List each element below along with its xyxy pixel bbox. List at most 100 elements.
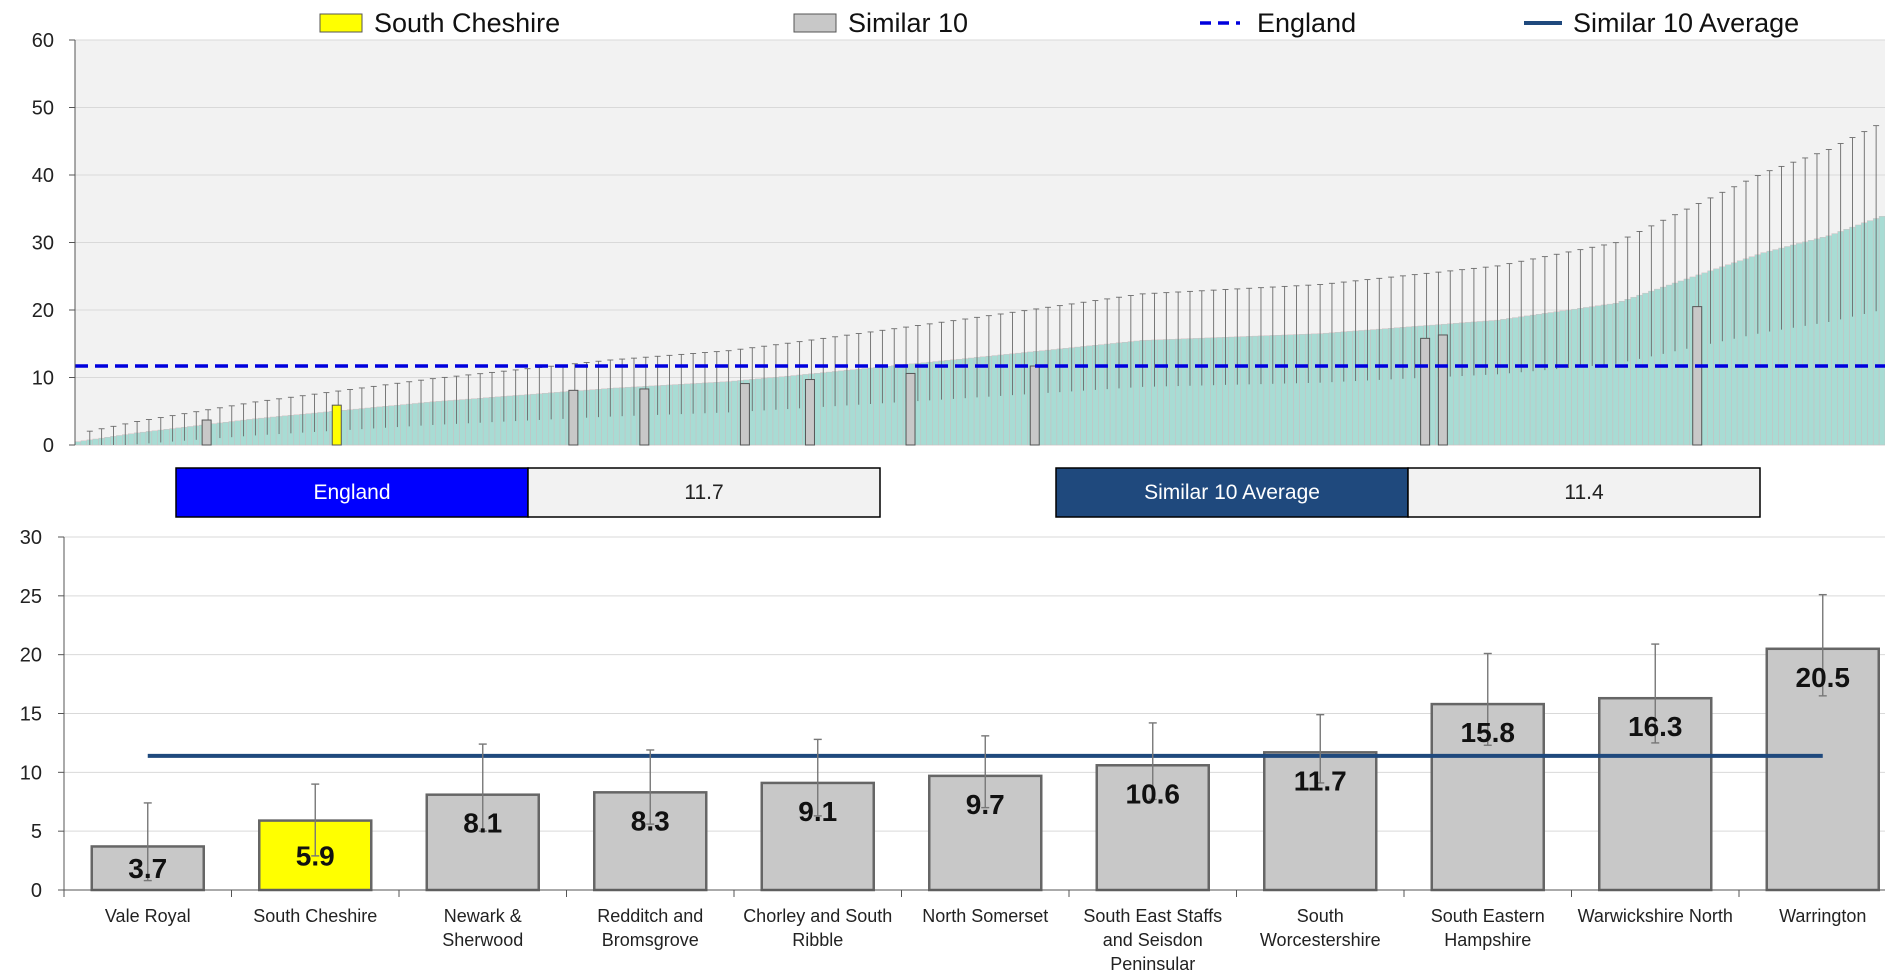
distribution-bar — [766, 377, 774, 446]
distribution-bar — [1169, 339, 1176, 446]
category-label-line: North Somerset — [922, 906, 1048, 926]
distribution-bar — [210, 423, 218, 446]
distribution-bar — [506, 395, 513, 446]
distribution-bar — [1346, 331, 1353, 446]
bottom-error-bars — [143, 593, 1827, 882]
england-box-value: 11.7 — [684, 481, 723, 504]
distribution-bar — [459, 399, 466, 446]
top-bar-vale-royal — [201, 419, 212, 446]
category-label-line: South East Staffs — [1083, 906, 1222, 926]
distribution-bar — [175, 427, 182, 446]
distribution-bar — [1358, 330, 1365, 446]
top-y-tick-label: 40 — [32, 165, 54, 187]
bottom-y-tick-label: 0 — [31, 880, 42, 902]
category-label-line: South Eastern — [1431, 906, 1545, 926]
legend: South Cheshire Similar 10 England Simila… — [319, 8, 1799, 38]
distribution-bar — [1334, 332, 1342, 446]
top-bar-south-eastern-hampshire — [1420, 337, 1431, 446]
value-label-south-east-staffs-and-seisdon-peninsular: 10.6 — [1126, 778, 1181, 809]
distribution-bar — [849, 369, 856, 446]
distribution-bar — [542, 393, 549, 446]
distribution-bar — [719, 381, 726, 446]
distribution-bar — [1299, 334, 1306, 446]
category-label-line: South Cheshire — [253, 906, 377, 926]
value-label-north-somerset: 9.7 — [966, 789, 1005, 820]
category-label-line: Hampshire — [1444, 930, 1531, 950]
distribution-bar — [1121, 341, 1129, 446]
england-box-label: England — [313, 481, 390, 504]
distribution-bar — [837, 370, 845, 446]
top-highlighted-bars — [201, 306, 1703, 446]
distribution-bar — [589, 389, 596, 446]
distribution-bar — [1180, 338, 1188, 446]
distribution-bar — [340, 410, 348, 446]
distribution-bar — [695, 383, 703, 446]
distribution-bar — [518, 394, 525, 446]
top-bar-south-east-staffs-and-seisdon-peninsular — [905, 372, 916, 446]
category-label-south-worcestershire: South Worcestershire — [1260, 906, 1381, 950]
legend-swatch-similar-10 — [793, 13, 837, 33]
distribution-bar — [447, 400, 454, 446]
distribution-bar — [74, 441, 82, 446]
distribution-bar — [1606, 303, 1614, 446]
bottom-y-tick-label: 20 — [20, 645, 42, 667]
top-bar-newark-sherwood — [568, 389, 579, 446]
top-bar-warwickshire-north — [1437, 334, 1448, 446]
distribution-bar — [660, 385, 667, 446]
distribution-bar — [826, 371, 833, 446]
distribution-bar — [92, 438, 99, 446]
distribution-bar — [1772, 249, 1779, 446]
top-y-tick-label: 50 — [32, 98, 54, 120]
category-label-chorley-and-south-ribble: Chorley and South Ribble — [743, 906, 892, 950]
top-y-axis: 0 10 20 30 40 50 60 — [32, 30, 76, 457]
distribution-bar — [187, 426, 194, 446]
similar-box-label: Similar 10 Average — [1144, 481, 1320, 504]
top-bar-redditch-and-bromsgrove — [639, 388, 650, 446]
distribution-bar — [234, 420, 241, 446]
bottom-y-axis: 0 5 10 15 20 25 30 — [20, 527, 1885, 902]
distribution-bar — [128, 433, 135, 446]
distribution-bar — [222, 422, 229, 446]
category-label-vale-royal: Vale Royal — [105, 906, 191, 926]
category-label-line: South — [1297, 906, 1344, 926]
top-bar-chorley-and-south-ribble — [739, 383, 750, 446]
top-bar-warrington — [1692, 306, 1703, 446]
distribution-bar — [1157, 339, 1164, 446]
top-bar-south-worcestershire — [1029, 365, 1040, 446]
distribution-bar — [1429, 324, 1436, 446]
legend-label-similar-10-average: Similar 10 Average — [1573, 8, 1799, 38]
distribution-bar — [1062, 348, 1069, 446]
distribution-bar — [613, 387, 620, 446]
bottom-y-tick-label: 25 — [20, 586, 42, 608]
distribution-bar — [624, 387, 632, 446]
distribution-bar — [1713, 268, 1720, 446]
distribution-bar — [1311, 333, 1318, 446]
category-label-south-east-staffs-and-seisdon-peninsular: South East Staffs and Seisdon Peninsular — [1083, 906, 1222, 974]
distribution-bar — [956, 358, 963, 446]
distribution-bar — [1382, 328, 1389, 446]
category-label-north-somerset: North Somerset — [922, 906, 1048, 926]
distribution-bar — [577, 390, 584, 446]
distribution-bar — [1098, 344, 1105, 446]
distribution-bar — [1109, 343, 1117, 446]
distribution-bar — [293, 414, 300, 446]
distribution-bar — [944, 360, 951, 446]
top-y-tick-label: 10 — [32, 368, 54, 390]
top-y-tick-label: 0 — [43, 435, 54, 457]
distribution-bar — [1843, 229, 1850, 446]
distribution-bar — [281, 415, 289, 446]
distribution-bar — [1512, 317, 1519, 446]
distribution-bar — [885, 366, 892, 446]
category-label-south-eastern-hampshire: South Eastern Hampshire — [1431, 906, 1545, 950]
distribution-bar — [755, 378, 762, 446]
category-label-warwickshire-north: Warwickshire North — [1578, 906, 1733, 926]
distribution-bar — [1736, 260, 1744, 446]
distribution-bar — [530, 393, 537, 446]
bottom-value-labels: 3.7 5.9 8.1 8.3 9.1 9.7 10.6 11.7 15.8 16.3 20.5 — [128, 662, 1850, 884]
distribution-bar — [1807, 240, 1815, 446]
distribution-bar — [979, 356, 987, 446]
value-label-chorley-and-south-ribble: 9.1 — [798, 796, 837, 827]
top-bar-south-cheshire — [331, 404, 342, 446]
distribution-bar — [1405, 326, 1412, 446]
